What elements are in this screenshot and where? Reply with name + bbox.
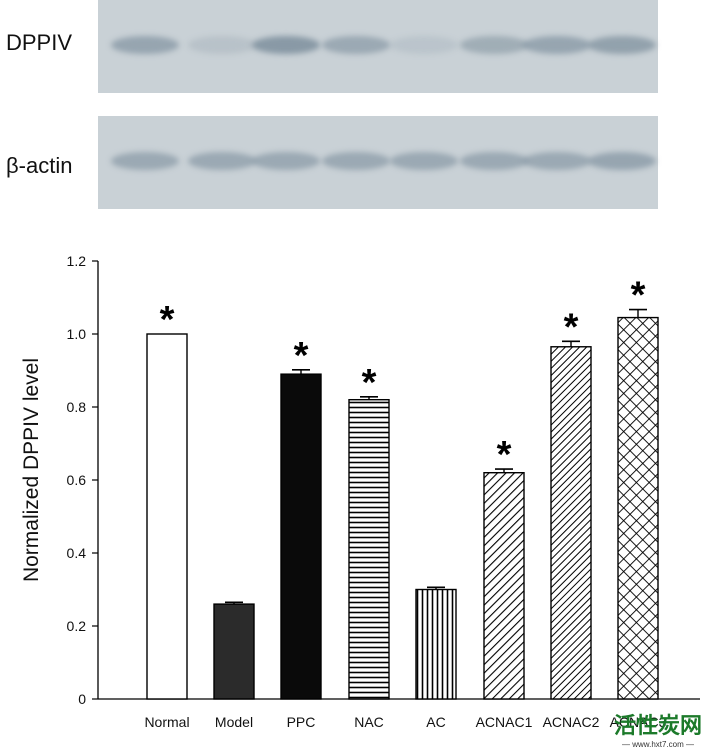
bar-acnac3 xyxy=(617,316,659,700)
bar-ac xyxy=(415,588,457,700)
y-axis-label: Normalized DPPIV level xyxy=(20,358,43,582)
beta-actin-blot-image xyxy=(98,116,658,209)
y-tick-label: 0.8 xyxy=(67,399,87,415)
significance-star: * xyxy=(294,335,309,377)
blot-band xyxy=(188,152,256,170)
x-tick-label: ACNAC1 xyxy=(476,714,533,730)
blot-band xyxy=(523,36,591,54)
x-tick-label: Normal xyxy=(144,714,189,730)
dppiv-bar-chart: 0 0.2 0.4 0.6 0.8 1.0 1.2 * Normal Model * PPC * NAC A… xyxy=(20,253,700,730)
x-tick-label: AC xyxy=(426,714,445,730)
blot-band xyxy=(523,152,591,170)
dppiv-blot-image xyxy=(98,0,658,93)
significance-star: * xyxy=(564,306,579,348)
blot-band xyxy=(322,152,390,170)
blot-band xyxy=(111,36,179,54)
bar-acnac2 xyxy=(550,346,592,700)
blot-band xyxy=(390,152,458,170)
y-tick-label: 0.2 xyxy=(67,618,87,634)
blot-band xyxy=(252,36,320,54)
dppiv-blot-label: DPPIV xyxy=(6,30,73,55)
x-tick-label: NAC xyxy=(354,714,384,730)
significance-star: * xyxy=(497,434,512,476)
blot-band xyxy=(111,152,179,170)
watermark-url: — www.hxt7.com — xyxy=(621,740,694,749)
x-tick-label: PPC xyxy=(287,714,316,730)
watermark-title: 活性炭网 xyxy=(613,713,702,738)
watermark-logo: 活性炭网 — www.hxt7.com — xyxy=(614,708,702,749)
blot-band xyxy=(460,36,528,54)
beta-actin-blot-label: β-actin xyxy=(6,153,73,178)
blot-band xyxy=(322,36,390,54)
bar-ppc xyxy=(280,373,322,700)
y-tick-label: 0 xyxy=(78,691,86,707)
bar-model xyxy=(213,603,255,700)
blot-band xyxy=(252,152,320,170)
x-tick-label: Model xyxy=(215,714,253,730)
blot-band xyxy=(588,36,656,54)
blot-band xyxy=(188,36,256,54)
significance-star: * xyxy=(362,362,377,404)
blot-band xyxy=(588,152,656,170)
significance-star: * xyxy=(631,275,646,317)
x-tick-label: ACNAC2 xyxy=(543,714,600,730)
y-tick-label: 1.2 xyxy=(67,253,87,269)
bar-nac xyxy=(348,398,390,700)
y-tick-label: 1.0 xyxy=(67,326,87,342)
blot-band xyxy=(390,36,458,54)
significance-star: * xyxy=(160,299,175,341)
x-tick-label: ACNAC3 xyxy=(610,714,667,730)
bar-acnac1 xyxy=(483,471,525,700)
y-tick-label: 0.6 xyxy=(67,472,87,488)
y-tick-label: 0.4 xyxy=(67,545,87,561)
blot-band xyxy=(460,152,528,170)
bar-normal xyxy=(146,333,188,700)
